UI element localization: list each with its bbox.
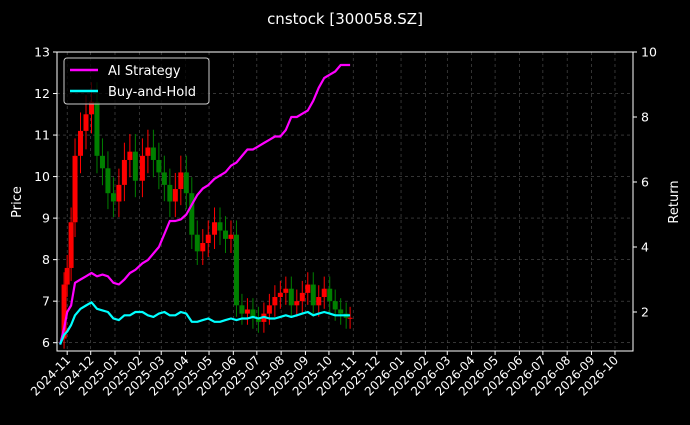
candle-body <box>316 297 322 306</box>
candle-body <box>338 309 344 314</box>
y-tick-label-right: 2 <box>641 305 649 320</box>
candle-body <box>167 184 173 202</box>
candle-body <box>233 234 239 306</box>
candle-body <box>250 309 256 318</box>
candle-body <box>139 155 145 181</box>
y-tick-label-left: 13 <box>34 45 50 60</box>
candle-body <box>94 101 100 156</box>
candle-body <box>205 234 211 244</box>
candle-body <box>255 317 261 322</box>
candle-body <box>200 243 206 252</box>
y-tick-label-right: 4 <box>641 240 649 255</box>
y-tick-label-left: 12 <box>34 86 50 101</box>
candle-body <box>305 284 311 293</box>
candle-body <box>68 222 74 268</box>
series-line-buy-and-hold <box>59 301 351 345</box>
y-tick-label-right: 6 <box>641 175 649 190</box>
candle-body <box>110 193 116 202</box>
candle-body <box>72 155 78 223</box>
candle-body <box>150 147 156 160</box>
candle-body <box>310 284 316 306</box>
y-tick-label-right: 8 <box>641 110 649 125</box>
candle-body <box>99 155 105 169</box>
candle-body <box>105 168 111 194</box>
y-axis-label-left: Price <box>10 186 25 218</box>
candle-body <box>172 189 178 202</box>
legend-label-ai-strategy: AI Strategy <box>108 64 181 79</box>
candle-body <box>332 301 338 310</box>
candle-body <box>327 288 333 302</box>
candlesticks <box>61 82 353 349</box>
legend-label-buy-and-hold: Buy-and-Hold <box>108 85 196 100</box>
candle-body <box>272 297 278 306</box>
candle-body <box>83 114 89 131</box>
candle-body <box>145 147 151 156</box>
candle-body <box>288 288 294 306</box>
y-tick-label-left: 6 <box>42 335 50 350</box>
candle-body <box>294 301 300 306</box>
y-tick-label-right: 10 <box>641 45 657 60</box>
candle-body <box>239 305 245 314</box>
candle-body <box>178 172 184 190</box>
candle-body <box>212 222 218 235</box>
candle-body <box>127 151 133 160</box>
candle-body <box>347 317 353 319</box>
candle-body <box>61 284 67 339</box>
plot-frame <box>56 51 634 352</box>
candle-body <box>64 267 70 285</box>
candle-body <box>189 193 195 235</box>
candle-body <box>299 292 305 302</box>
y-tick-label-left: 11 <box>34 128 50 143</box>
legend: AI Strategy Buy-and-Hold <box>63 57 210 105</box>
candle-body <box>321 288 327 298</box>
return-lines <box>59 63 351 345</box>
candle-body <box>161 172 167 185</box>
candle-body <box>277 292 283 298</box>
candle-body <box>217 222 223 231</box>
candle-body <box>88 101 94 115</box>
y-tick-label-left: 8 <box>42 252 50 267</box>
candle-body <box>194 234 200 252</box>
series-line-ai-strategy <box>59 63 351 345</box>
candle-body <box>116 184 122 202</box>
candle-body <box>228 234 234 239</box>
y-tick-label-left: 10 <box>34 169 50 184</box>
candle-body <box>121 159 127 185</box>
chart-title: cnstock [300058.SZ] <box>267 10 423 28</box>
legend-box <box>63 57 210 105</box>
candle-body <box>156 159 162 173</box>
candle-body <box>244 309 250 314</box>
y-tick-label-left: 7 <box>42 294 50 309</box>
y-tick-label-left: 9 <box>42 211 50 226</box>
candle-body <box>78 130 84 156</box>
candle-body <box>183 172 189 194</box>
candle-body <box>283 288 289 293</box>
candle-body <box>222 230 228 239</box>
candle-body <box>266 305 272 314</box>
y-axis-label-right: Return <box>667 180 682 223</box>
candle-body <box>132 151 138 181</box>
